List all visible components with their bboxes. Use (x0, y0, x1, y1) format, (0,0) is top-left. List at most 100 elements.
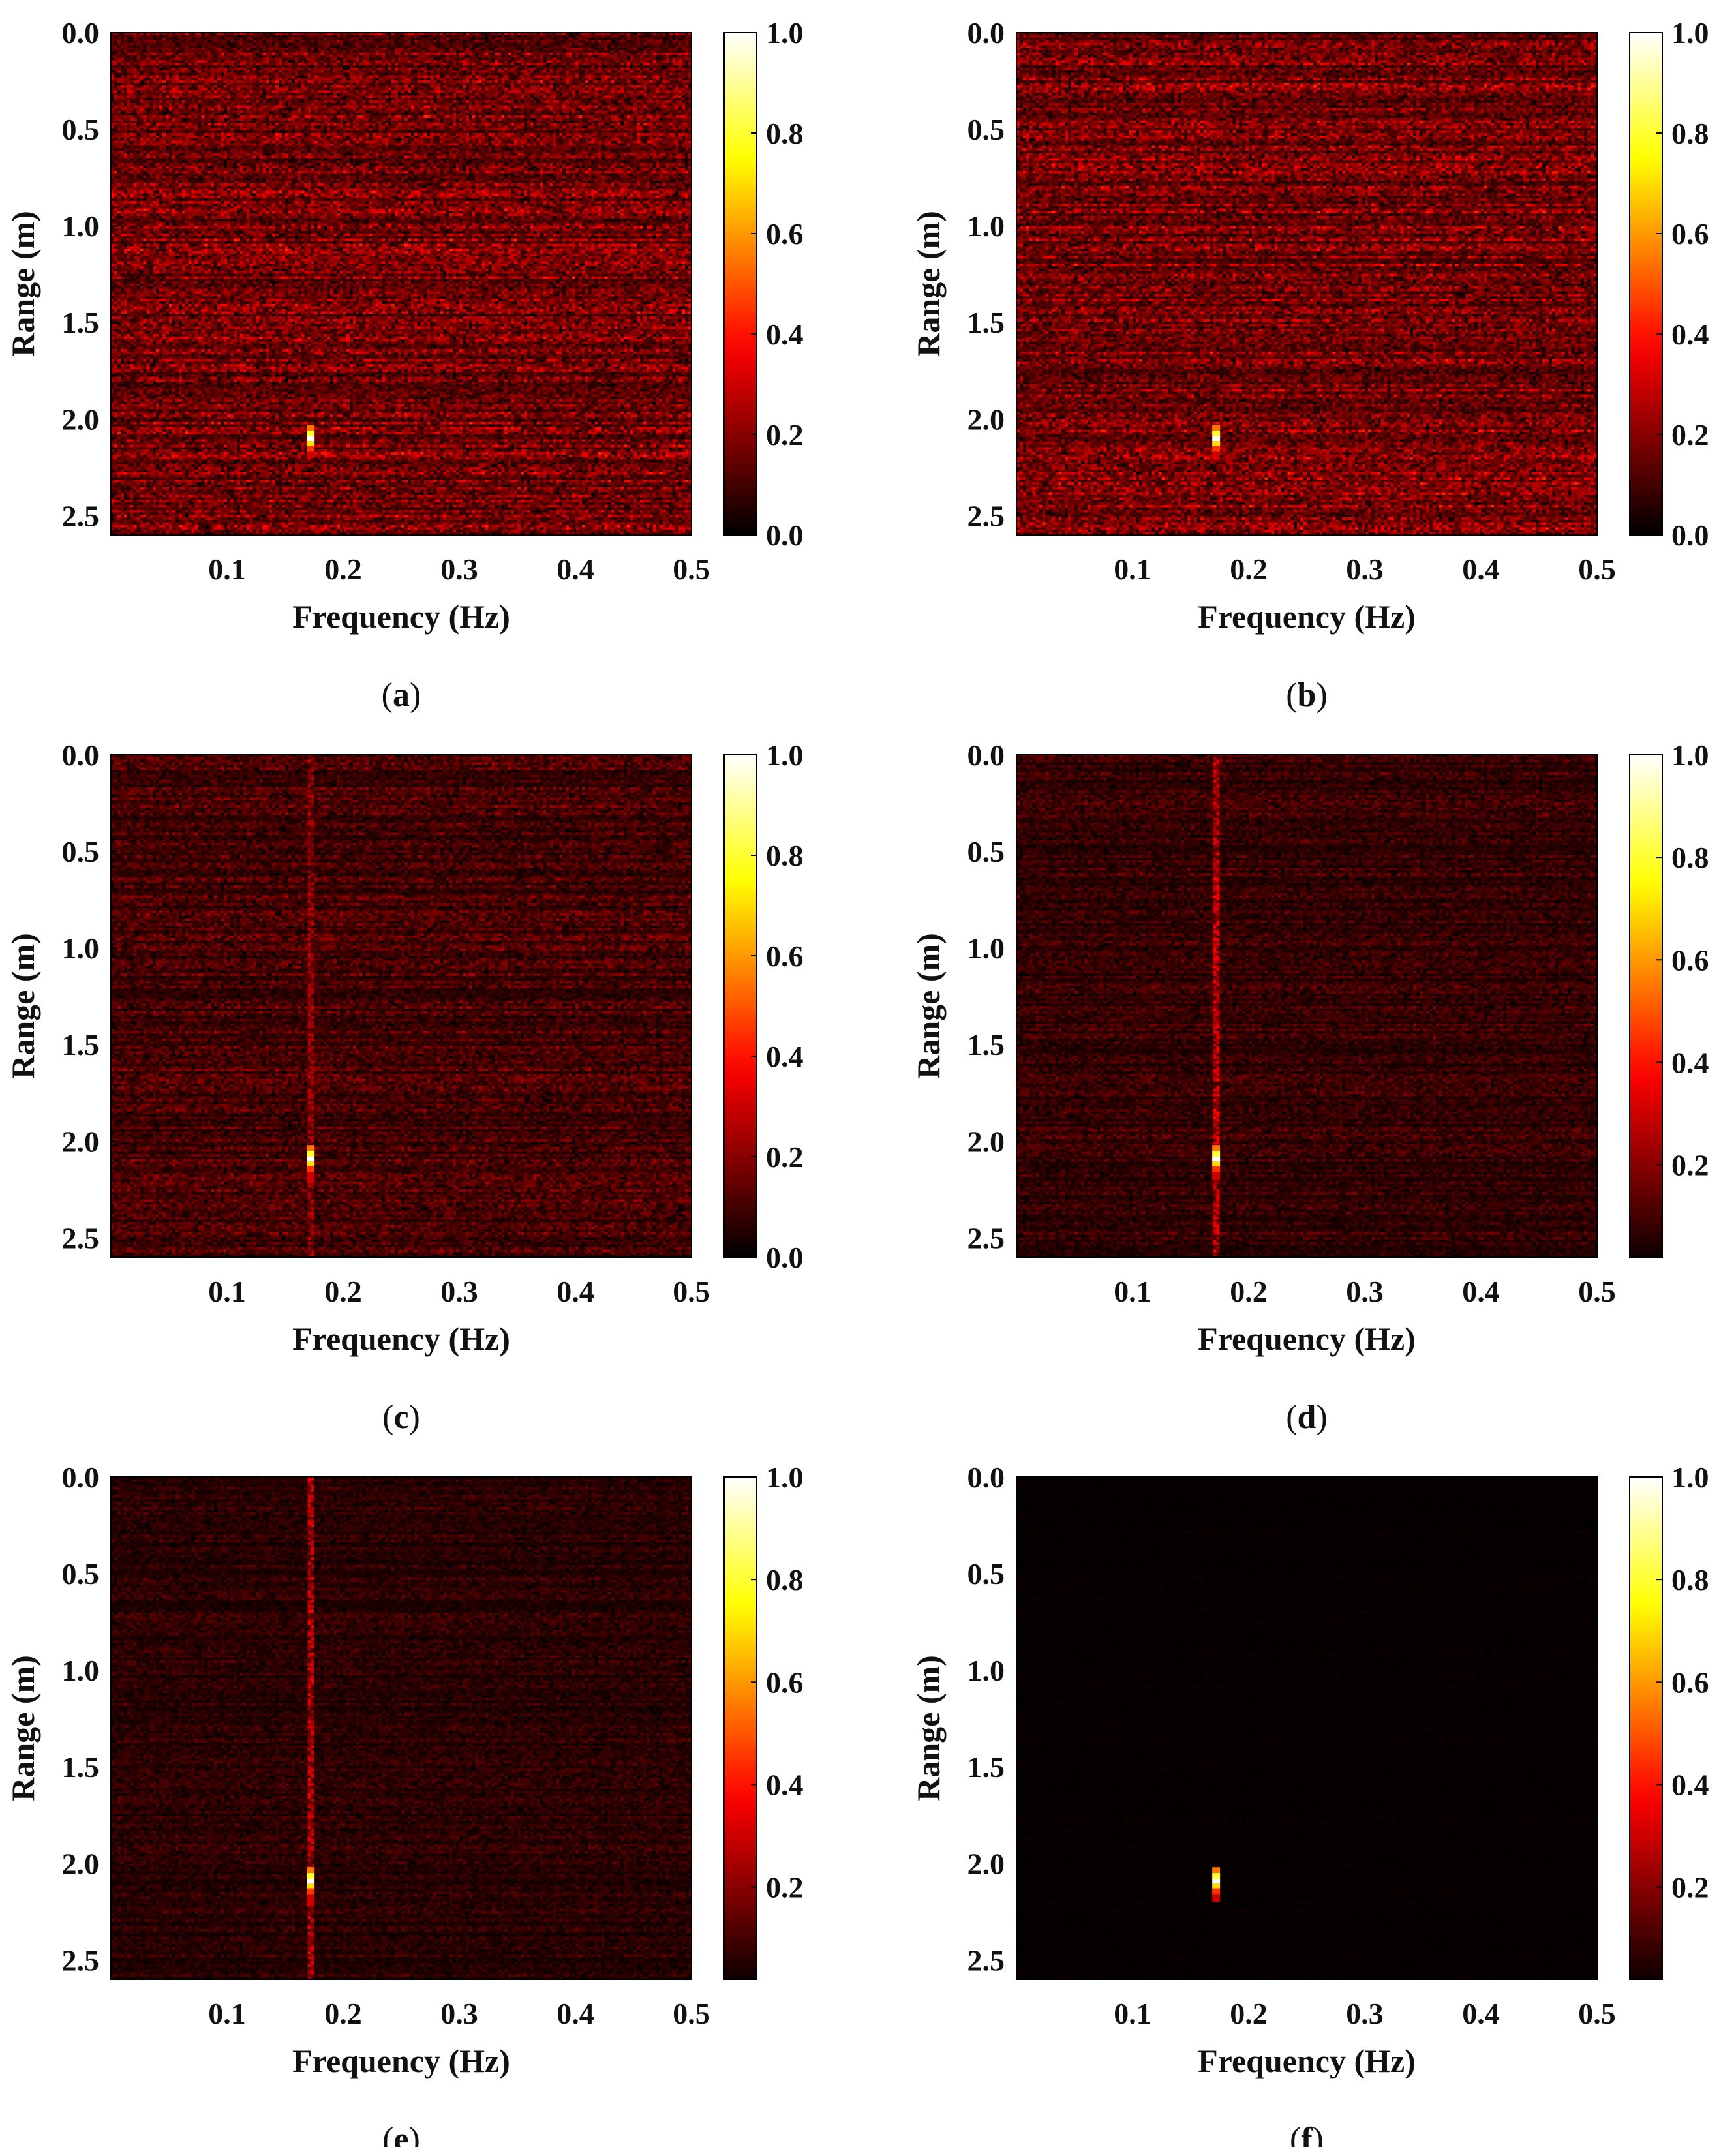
peak-mark (307, 1889, 314, 1895)
peak-mark (1212, 1161, 1220, 1166)
colorbar-tick-label: 0.4 (1671, 1768, 1709, 1801)
panel-caption: (a) (382, 677, 421, 714)
y-tick-label: 2.5 (967, 1943, 1005, 1977)
colorbar-tick-label: 1.0 (1671, 1461, 1709, 1494)
colorbar-tick-label: 0.4 (766, 318, 804, 351)
x-tick-label: 0.2 (324, 1275, 362, 1308)
panel-e: 0.00.51.01.52.02.50.10.20.30.40.5Frequen… (5, 1461, 804, 2147)
x-tick-label: 0.5 (673, 1997, 710, 2030)
y-tick-label: 0.0 (62, 739, 100, 772)
heatmap-cells (1016, 755, 1597, 1257)
panel-caption: (b) (1286, 677, 1328, 714)
y-tick-label: 0.5 (967, 1557, 1005, 1591)
colorbar-tick-label: 0.6 (1671, 943, 1709, 977)
colorbar (1630, 755, 1662, 1257)
colorbar-tick-label: 0.0 (1671, 519, 1709, 552)
peak-mark (307, 1145, 314, 1151)
peak-mark (307, 1166, 314, 1172)
colorbar-tick-label: 0.6 (1671, 1666, 1709, 1699)
x-tick-label: 0.3 (440, 553, 478, 586)
peak-mark (1212, 446, 1220, 452)
y-tick-label: 0.0 (62, 1461, 100, 1494)
y-tick-label: 2.5 (967, 499, 1005, 532)
y-axis-label: Range (m) (910, 1655, 947, 1801)
colorbar-tick-label: 0.6 (1671, 217, 1709, 251)
peak-mark (307, 1883, 314, 1888)
colorbar-tick-label: 0.2 (1671, 1149, 1709, 1182)
peak-mark (307, 441, 314, 446)
colorbar-tick-label: 0.8 (766, 117, 804, 150)
peak-mark (307, 1151, 314, 1157)
colorbar-tick-label: 0.2 (766, 1871, 804, 1904)
colorbar (1630, 1477, 1662, 1979)
y-tick-label: 0.5 (62, 1557, 100, 1591)
peak-mark (307, 1895, 314, 1906)
peak-mark (307, 1157, 314, 1161)
x-tick-label: 0.2 (324, 553, 362, 586)
colorbar-tick-label: 1.0 (766, 16, 804, 50)
peak-mark (307, 1867, 314, 1873)
heatmap-cells (111, 755, 692, 1257)
x-axis-label: Frequency (Hz) (1198, 2043, 1416, 2079)
colorbar-tick-label: 0.6 (766, 1666, 804, 1699)
colorbar (724, 1477, 757, 1979)
y-tick-label: 1.0 (62, 1654, 100, 1687)
peak-mark (307, 452, 314, 458)
y-tick-label: 2.0 (967, 1847, 1005, 1880)
colorbar (724, 755, 757, 1257)
y-tick-label: 1.0 (967, 932, 1005, 965)
x-tick-label: 0.5 (1578, 553, 1616, 586)
colorbar-tick-label: 0.2 (766, 1140, 804, 1174)
y-tick-label: 1.5 (62, 1028, 100, 1061)
y-tick-label: 2.5 (62, 1943, 100, 1977)
peak-mark (1212, 452, 1220, 458)
peak-mark (1212, 1873, 1220, 1879)
colorbar-tick-label: 0.2 (1671, 418, 1709, 451)
panel-d: 0.00.51.01.52.02.50.10.20.30.40.5Frequen… (910, 739, 1709, 1436)
colorbar-tick-label: 0.8 (1671, 117, 1709, 150)
colorbar-tick-label: 0.4 (1671, 318, 1709, 351)
x-tick-label: 0.4 (556, 553, 594, 586)
y-tick-label: 1.0 (62, 932, 100, 965)
x-tick-label: 0.2 (1230, 553, 1268, 586)
y-axis-label: Range (m) (910, 211, 947, 357)
heatmap-cells (111, 33, 692, 535)
colorbar-tick-label: 0.0 (766, 519, 804, 552)
x-tick-label: 0.4 (1462, 1997, 1500, 2030)
y-tick-label: 0.5 (62, 835, 100, 868)
colorbar-tick-label: 0.8 (766, 1563, 804, 1596)
panel-caption: (c) (382, 1399, 420, 1436)
x-tick-label: 0.5 (673, 1275, 710, 1308)
peak-mark (307, 425, 314, 431)
peak-mark (1212, 1895, 1220, 1902)
panel-b: 0.00.51.01.52.02.50.10.20.30.40.5Frequen… (910, 16, 1709, 714)
x-tick-label: 0.3 (1346, 553, 1384, 586)
colorbar (724, 33, 757, 535)
y-tick-label: 0.5 (62, 113, 100, 146)
peak-mark (1212, 1166, 1220, 1172)
y-tick-label: 2.0 (967, 1125, 1005, 1158)
x-tick-label: 0.3 (1346, 1275, 1384, 1308)
peak-mark (1212, 1157, 1220, 1161)
x-axis-label: Frequency (Hz) (292, 598, 510, 635)
x-tick-label: 0.5 (1578, 1997, 1616, 2030)
y-tick-label: 0.5 (967, 113, 1005, 146)
y-tick-label: 1.0 (967, 209, 1005, 243)
y-tick-label: 0.5 (967, 835, 1005, 868)
heatmap-cells (1016, 1477, 1597, 1979)
y-tick-label: 2.0 (62, 403, 100, 436)
y-tick-label: 0.0 (967, 739, 1005, 772)
peak-mark (1212, 436, 1220, 441)
peak-mark (1212, 1883, 1220, 1888)
colorbar-tick-label: 0.2 (1671, 1871, 1709, 1904)
x-tick-label: 0.4 (1462, 1275, 1500, 1308)
peak-mark (1212, 1172, 1220, 1180)
y-axis-label: Range (m) (910, 933, 947, 1079)
y-tick-label: 2.5 (62, 1221, 100, 1255)
x-tick-label: 0.2 (324, 1997, 362, 2030)
peak-mark (1212, 1879, 1220, 1883)
x-tick-label: 0.3 (440, 1275, 478, 1308)
colorbar-tick-label: 0.0 (766, 1241, 804, 1274)
y-axis-label: Range (m) (5, 933, 41, 1079)
y-tick-label: 0.0 (967, 16, 1005, 50)
